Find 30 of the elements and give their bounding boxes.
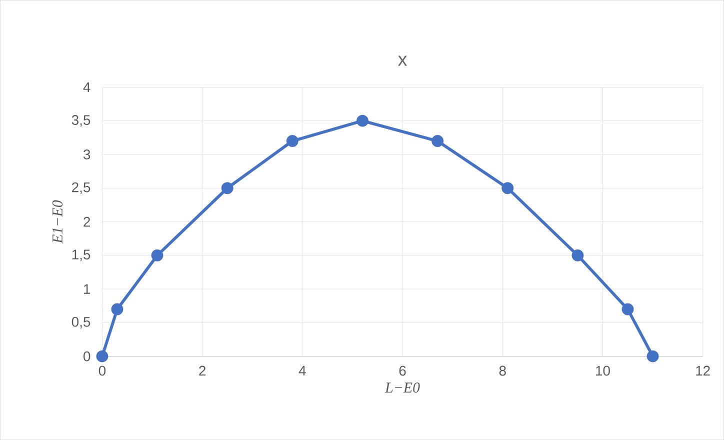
point <box>622 303 634 316</box>
point <box>502 182 514 194</box>
y-tick-label: 4 <box>83 82 90 92</box>
y-tick-label: 1 <box>84 284 90 294</box>
y-tick-label: 3,5 <box>72 115 90 127</box>
point <box>96 350 108 362</box>
y-tick-label: 2,5 <box>72 182 90 194</box>
point <box>572 249 584 262</box>
y-tick-label: 0,5 <box>72 316 90 328</box>
point <box>111 303 124 316</box>
x-tick-label: 10 <box>596 366 610 376</box>
x-tick-label: 0 <box>98 366 106 376</box>
y-axis-title: E1−E0 <box>52 200 62 244</box>
y-tick-label: 3 <box>83 149 90 160</box>
point <box>356 114 368 127</box>
y-tick-label: 1,5 <box>72 250 90 262</box>
point <box>646 350 659 362</box>
y-tick-label: 2 <box>84 216 90 227</box>
x-tick-label: 4 <box>298 366 306 376</box>
point <box>151 249 164 262</box>
x-axis-title: L−E0 <box>384 382 420 393</box>
point <box>221 182 234 194</box>
x-tick-label: 6 <box>399 366 406 376</box>
x-tick-label: 2 <box>199 366 206 376</box>
chart-title: x <box>398 56 408 66</box>
x-tick-label: 12 <box>696 366 710 376</box>
point <box>286 134 298 147</box>
y-tick-label: 0 <box>84 351 90 362</box>
point <box>432 134 444 147</box>
x-tick-label: 8 <box>499 366 506 376</box>
